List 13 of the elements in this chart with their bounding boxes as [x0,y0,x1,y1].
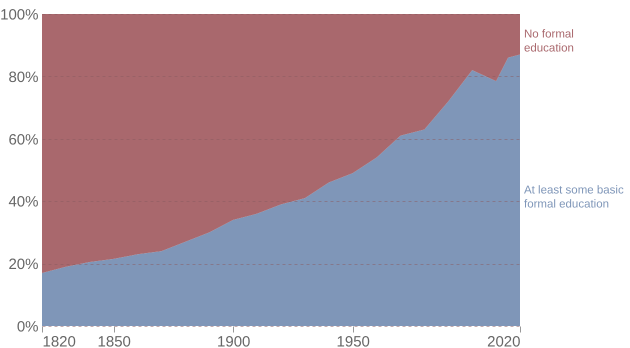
series-label: No formal education [524,28,574,54]
x-tick-label: 2020 [487,334,520,348]
x-tick-label: 1820 [42,334,76,348]
x-tick-label: 1850 [98,334,131,348]
x-tick-label: 1950 [336,334,370,348]
series-label: At least some basic formal education [524,184,624,210]
y-tick-label: 100% [0,6,38,24]
y-tick-label: 20% [8,256,38,274]
y-tick-label: 60% [8,131,38,148]
y-tick-label: 0% [16,318,38,336]
y-tick-label: 80% [8,68,38,86]
y-tick-label: 40% [8,194,38,211]
x-tick-label: 1900 [217,334,250,348]
